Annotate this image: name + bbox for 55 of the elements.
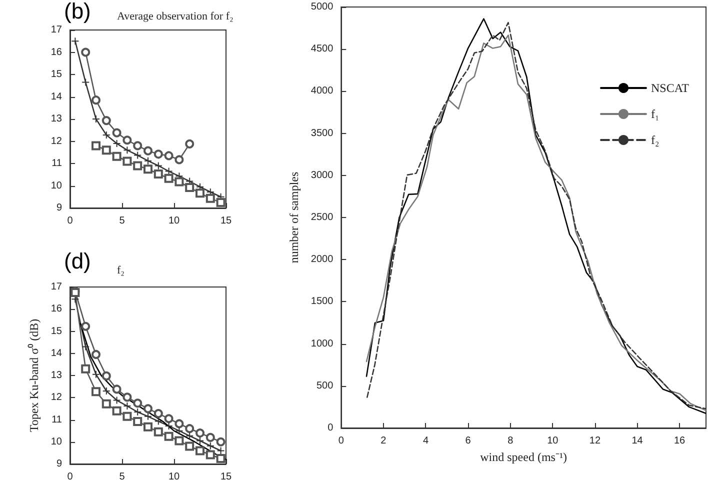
legend-label: NSCAT	[650, 81, 690, 95]
y-tick-label: 9	[56, 458, 62, 470]
y-tick-label: 2000	[310, 254, 334, 266]
x-tick-label: 5	[119, 216, 126, 226]
x-tick-label: 5	[119, 472, 126, 482]
x-tick-label: 12	[589, 436, 601, 446]
y-tick-label: 2500	[310, 212, 334, 223]
y-tick-label: 15	[50, 69, 62, 80]
x-tick-label: 6	[465, 436, 472, 446]
y-tick-label: 3500	[310, 128, 334, 139]
x-tick-label: 0	[67, 472, 74, 482]
y-tick-label: 13	[50, 114, 62, 124]
y-tick-label: 9	[56, 202, 62, 214]
legend-label: f₂	[650, 133, 660, 147]
y-tick-label: 15	[50, 326, 62, 337]
x-tick-label: 0	[338, 436, 344, 446]
x-tick-label: 15	[220, 216, 232, 226]
y-tick-label: 11	[52, 158, 62, 169]
y-tick-label: 11	[52, 414, 62, 426]
x-tick-label: 15	[220, 472, 232, 482]
text: (d)	[64, 248, 91, 274]
y-tick-label: 0	[328, 422, 334, 434]
y-axis-title: number of samples	[287, 172, 301, 264]
y-tick-label: 4000	[310, 86, 334, 97]
x-tick-label: 10	[168, 216, 180, 226]
y-tick-label: 12	[50, 136, 62, 147]
y-tick-label: 10	[50, 180, 62, 192]
y-tick-label: 5000	[310, 2, 334, 12]
y-tick-label: 16	[50, 46, 62, 58]
x-tick-label: 14	[632, 436, 644, 446]
x-tick-label: 4	[422, 436, 429, 446]
y-tick-label: 1500	[310, 296, 334, 308]
y-tick-label: 16	[50, 304, 62, 315]
y-tick-label: 14	[50, 91, 62, 102]
y-tick-label: 4500	[310, 44, 334, 55]
y-tick-label: 17	[50, 282, 62, 292]
chart-title: f₂	[117, 264, 125, 276]
y-tick-label: 3000	[310, 170, 334, 181]
x-tick-label: 8	[508, 436, 514, 446]
y-tick-label: 13	[50, 370, 62, 381]
chart-title: Average observation for f₂	[117, 10, 234, 22]
x-tick-label: 2	[380, 436, 387, 446]
x-tick-label: 10	[168, 472, 180, 482]
x-axis-title: wind speed (ms⁻¹)	[480, 450, 568, 464]
text: (b)	[64, 0, 91, 24]
y-tick-label: 12	[50, 392, 62, 404]
y-tick-label: 17	[50, 24, 62, 36]
y-tick-label: 500	[316, 380, 334, 392]
y-axis-title: Topex Ku-band σ⁰ (dB)	[26, 318, 41, 432]
x-tick-label: 0	[67, 216, 74, 226]
x-tick-label: 16	[674, 436, 686, 446]
legend-label: f₁	[650, 107, 660, 121]
y-tick-label: 1000	[310, 338, 334, 350]
x-tick-label: 10	[547, 436, 559, 446]
y-tick-label: 14	[50, 348, 62, 359]
